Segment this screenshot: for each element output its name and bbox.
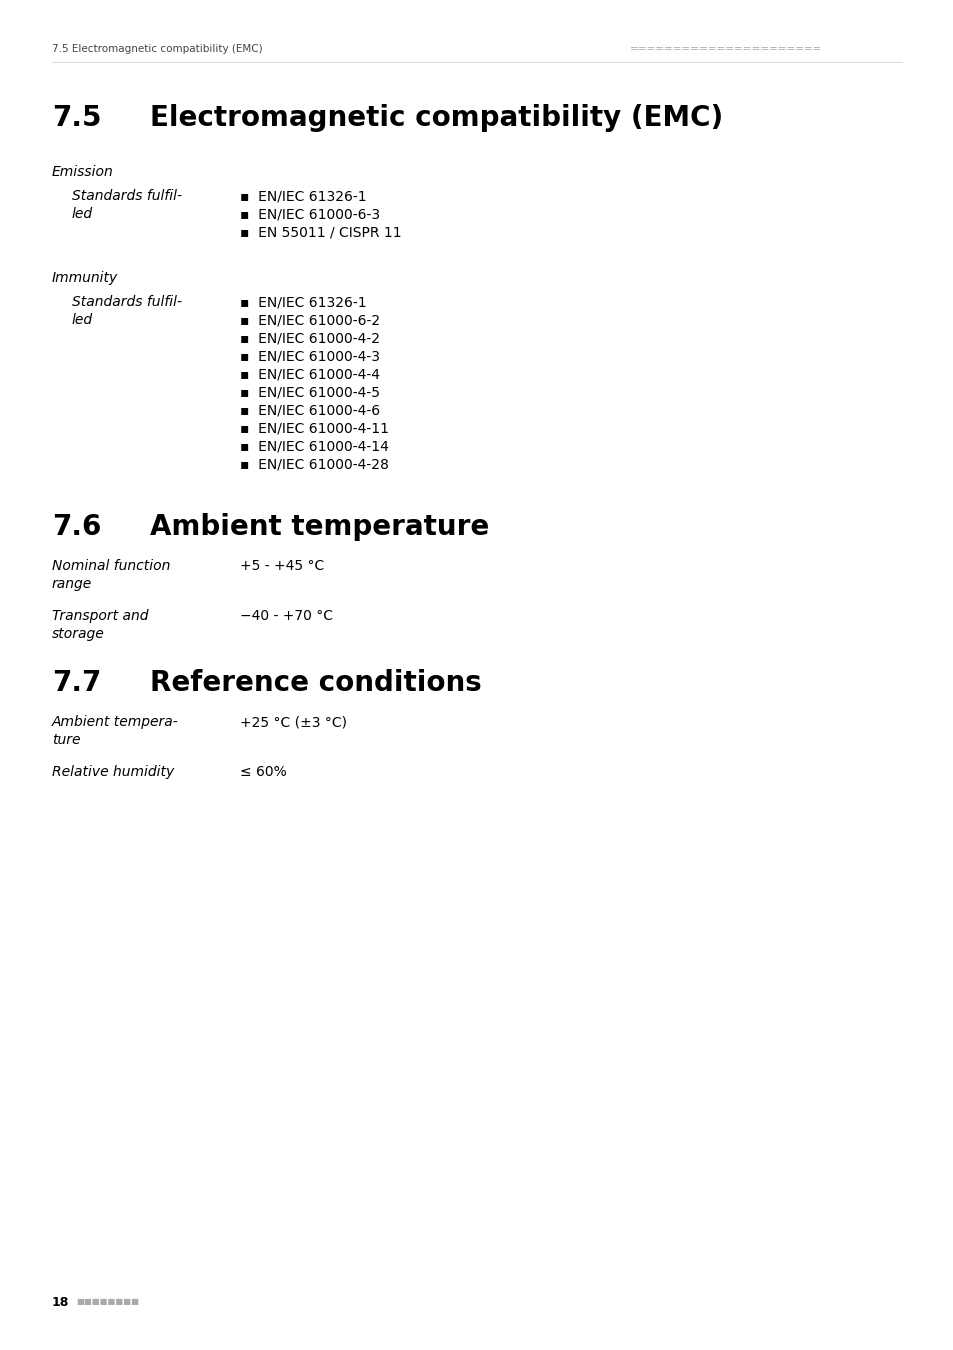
Text: ▪  EN/IEC 61326-1: ▪ EN/IEC 61326-1: [240, 189, 366, 202]
Text: 7.7: 7.7: [52, 670, 101, 697]
Text: Standards fulfil-: Standards fulfil-: [71, 189, 182, 202]
Text: ■■■■■■■■: ■■■■■■■■: [76, 1297, 139, 1305]
Text: led: led: [71, 313, 93, 327]
Text: Ambient temperature: Ambient temperature: [150, 513, 489, 541]
Text: ▪  EN/IEC 61000-4-2: ▪ EN/IEC 61000-4-2: [240, 331, 379, 346]
Text: 7.5: 7.5: [52, 104, 101, 132]
Text: Relative humidity: Relative humidity: [52, 765, 174, 779]
Text: 7.6: 7.6: [52, 513, 101, 541]
Text: Ambient tempera-: Ambient tempera-: [52, 716, 178, 729]
Text: ▪  EN/IEC 61000-6-3: ▪ EN/IEC 61000-6-3: [240, 207, 379, 221]
Text: −40 - +70 °C: −40 - +70 °C: [240, 609, 333, 622]
Text: ▪  EN/IEC 61000-4-5: ▪ EN/IEC 61000-4-5: [240, 385, 379, 400]
Text: Reference conditions: Reference conditions: [150, 670, 481, 697]
Text: ▪  EN/IEC 61000-6-2: ▪ EN/IEC 61000-6-2: [240, 313, 379, 327]
Text: 18: 18: [52, 1296, 70, 1310]
Text: ▪  EN/IEC 61000-4-11: ▪ EN/IEC 61000-4-11: [240, 421, 389, 435]
Text: led: led: [71, 207, 93, 221]
Text: ▪  EN/IEC 61000-4-6: ▪ EN/IEC 61000-4-6: [240, 404, 379, 417]
Text: ▪  EN/IEC 61000-4-28: ▪ EN/IEC 61000-4-28: [240, 458, 389, 471]
Text: ======================: ======================: [629, 45, 821, 54]
Text: range: range: [52, 576, 92, 591]
Text: Standards fulfil-: Standards fulfil-: [71, 296, 182, 309]
Text: ▪  EN/IEC 61326-1: ▪ EN/IEC 61326-1: [240, 296, 366, 309]
Text: ▪  EN/IEC 61000-4-4: ▪ EN/IEC 61000-4-4: [240, 367, 379, 381]
Text: ▪  EN/IEC 61000-4-3: ▪ EN/IEC 61000-4-3: [240, 350, 379, 363]
Text: +5 - +45 °C: +5 - +45 °C: [240, 559, 324, 572]
Text: +25 °C (±3 °C): +25 °C (±3 °C): [240, 716, 347, 729]
Text: Electromagnetic compatibility (EMC): Electromagnetic compatibility (EMC): [150, 104, 722, 132]
Text: Immunity: Immunity: [52, 271, 118, 285]
Text: ▪  EN/IEC 61000-4-14: ▪ EN/IEC 61000-4-14: [240, 439, 389, 454]
Text: storage: storage: [52, 626, 105, 641]
Text: Emission: Emission: [52, 165, 113, 180]
Text: 7.5 Electromagnetic compatibility (EMC): 7.5 Electromagnetic compatibility (EMC): [52, 45, 262, 54]
Text: ≤ 60%: ≤ 60%: [240, 765, 287, 779]
Text: Nominal function: Nominal function: [52, 559, 171, 572]
Text: ture: ture: [52, 733, 80, 747]
Text: Transport and: Transport and: [52, 609, 149, 622]
Text: ▪  EN 55011 / CISPR 11: ▪ EN 55011 / CISPR 11: [240, 225, 401, 239]
